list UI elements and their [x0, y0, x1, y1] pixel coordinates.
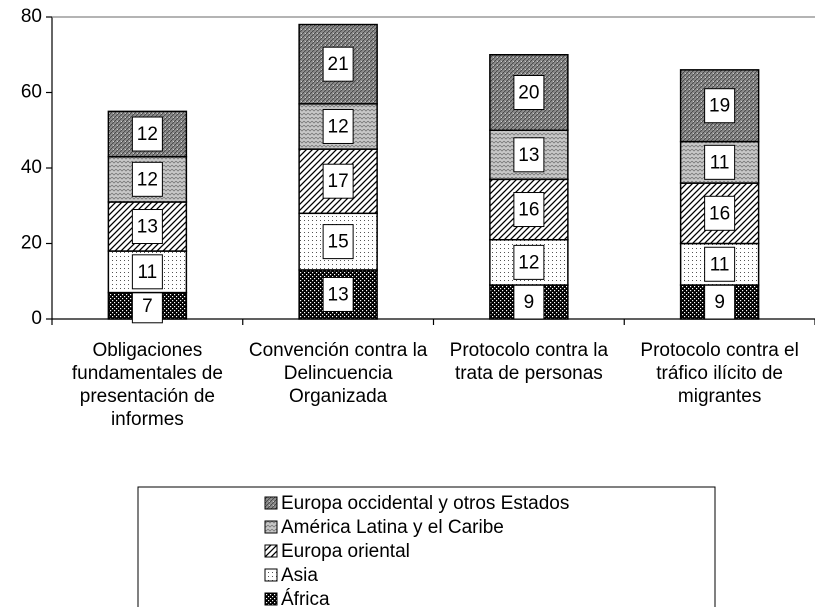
legend-label: Europa occidental y otros Estados [281, 493, 569, 514]
value-label-box [322, 46, 354, 82]
value-label-box [704, 144, 736, 180]
legend-label: Asia [281, 565, 318, 586]
x-tick-label: Protocolo contra el tráfico ilícito de m… [640, 340, 799, 407]
value-label: 16 [518, 200, 539, 221]
legend-label: Europa oriental [281, 541, 410, 562]
value-label: 12 [518, 252, 539, 273]
value-label: 16 [709, 203, 730, 224]
value-label-box [704, 246, 736, 282]
value-label: 9 [714, 292, 725, 313]
value-label: 15 [328, 232, 349, 253]
value-label: 12 [137, 169, 158, 190]
value-label-box [322, 224, 354, 260]
value-label-box [513, 192, 545, 228]
value-label-box [322, 163, 354, 199]
legend-label: América Latina y el Caribe [281, 517, 504, 538]
value-label: 21 [328, 54, 349, 75]
value-label: 13 [328, 284, 349, 305]
y-tick-label: 60 [21, 82, 42, 103]
value-label-box [513, 75, 545, 110]
value-label: 20 [518, 83, 539, 104]
value-label: 11 [138, 262, 158, 283]
y-tick-label: 80 [21, 6, 42, 27]
value-label-box [513, 137, 545, 173]
x-tick-label: Protocolo contra la trata de personas [449, 340, 609, 384]
value-label: 11 [710, 152, 730, 173]
x-tick-label: Convención contra la Delincuencia Organi… [248, 340, 428, 407]
value-label-box [322, 108, 354, 144]
value-label: 7 [142, 296, 153, 317]
bar-segment [298, 148, 378, 215]
value-label-box [513, 284, 545, 320]
value-label-box [131, 209, 163, 245]
value-label-box [131, 116, 163, 152]
value-label: 11 [710, 254, 730, 275]
legend-label: África [281, 589, 330, 607]
legend-marker [264, 592, 278, 606]
value-label: 12 [137, 124, 158, 145]
value-label-box [704, 88, 736, 124]
x-tick-label: Obligaciones fundamentales de presentaci… [71, 340, 223, 430]
legend-box [137, 486, 716, 607]
value-label-box [322, 276, 354, 312]
value-label-box [131, 254, 163, 290]
legend-marker [264, 496, 278, 510]
value-label-box [704, 195, 736, 231]
y-tick-label: 20 [21, 233, 42, 254]
value-label: 13 [137, 217, 158, 238]
legend-marker [264, 568, 278, 582]
value-label: 12 [328, 116, 349, 137]
legend-marker [264, 544, 278, 558]
legend-marker [264, 520, 278, 534]
value-label: 19 [709, 96, 730, 117]
value-label-box [704, 284, 736, 320]
value-label: 9 [524, 292, 535, 313]
value-label-box [513, 244, 545, 280]
value-label-box [131, 161, 163, 197]
y-tick-label: 40 [21, 157, 42, 178]
value-label: 17 [328, 171, 349, 192]
value-label: 13 [518, 145, 539, 166]
y-tick-label: 0 [31, 308, 42, 329]
